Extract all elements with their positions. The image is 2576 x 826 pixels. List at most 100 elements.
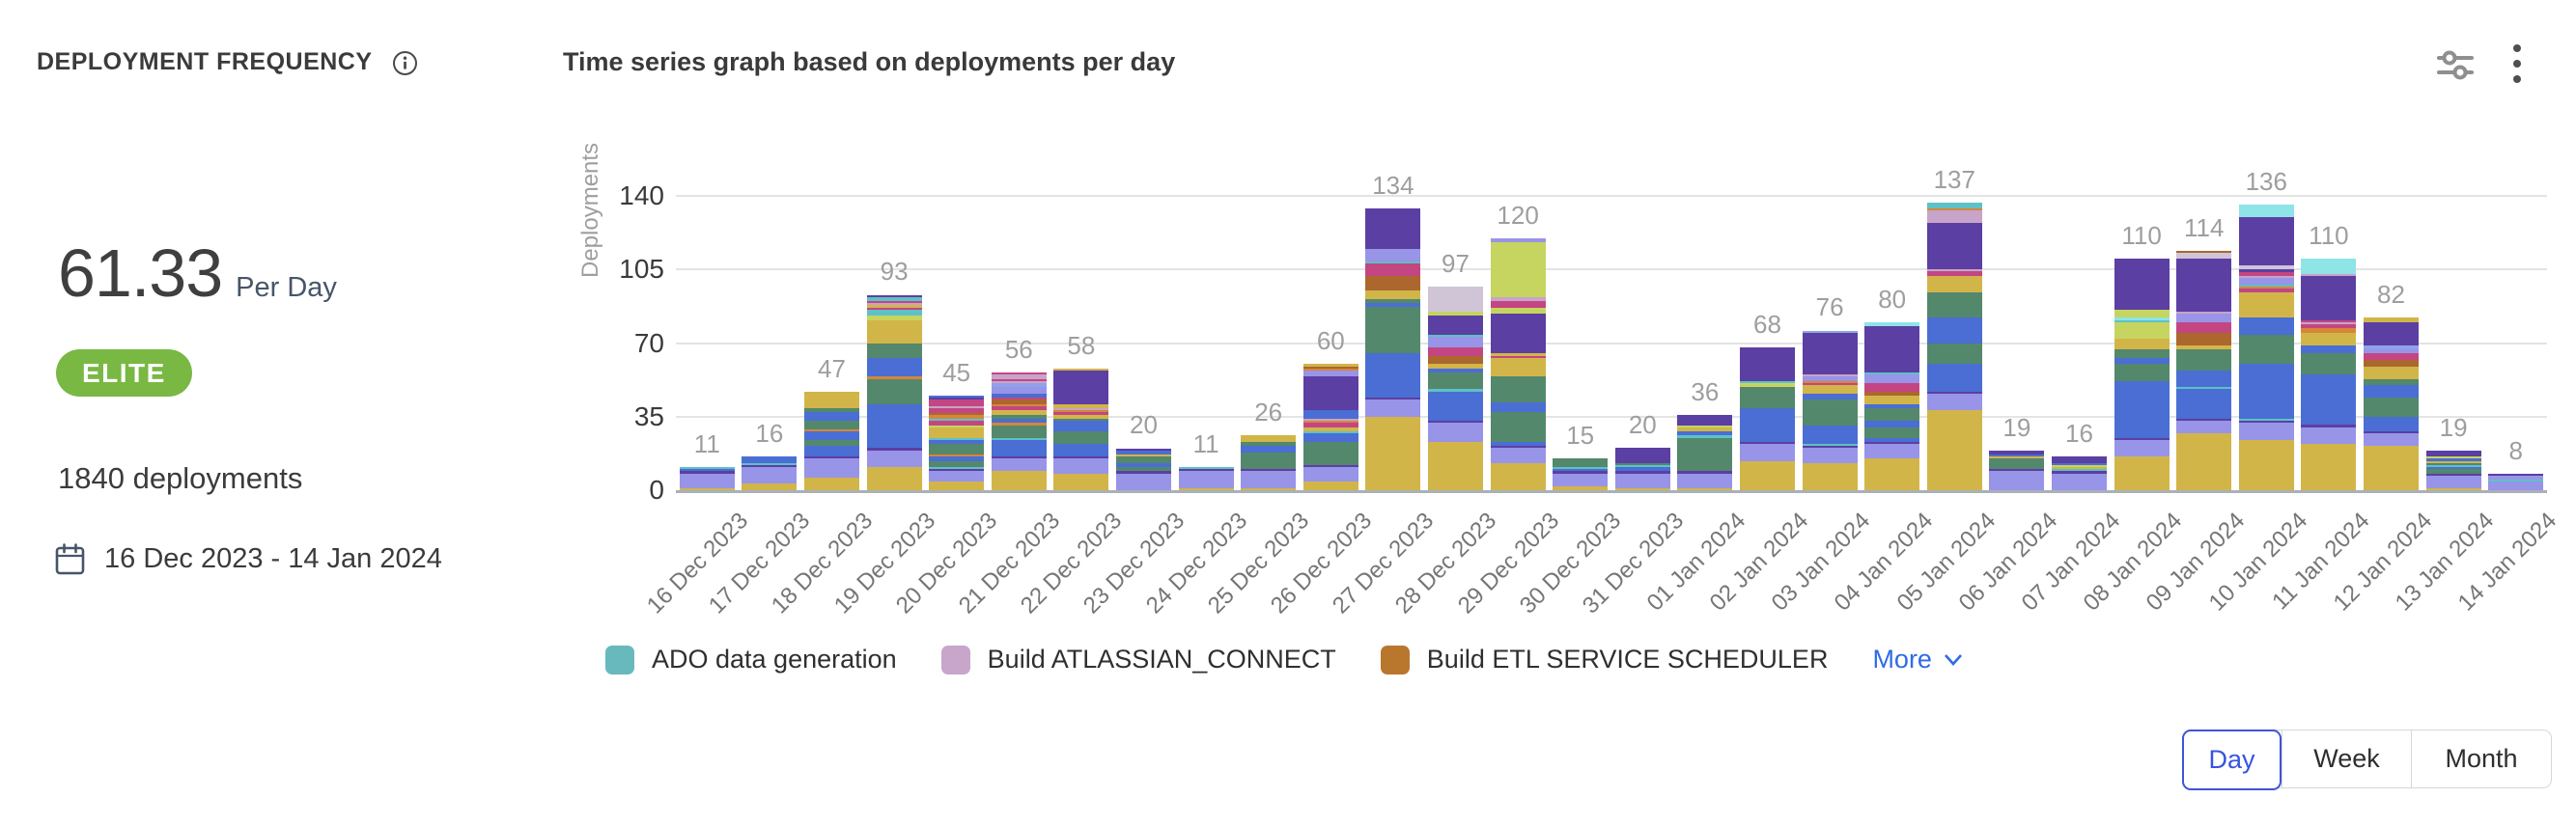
- legend-item[interactable]: Build ETL SERVICE SCHEDULER: [1380, 645, 1829, 675]
- bar-segment: [2176, 418, 2232, 422]
- bar-segment: [679, 467, 735, 470]
- bar-05-jan-2024[interactable]: [1926, 202, 1982, 490]
- bar-segment: [1926, 292, 1982, 318]
- bar-segment: [991, 374, 1047, 379]
- bar-value-label: 68: [1753, 309, 1781, 339]
- bar-segment: [866, 303, 922, 306]
- bar-07-jan-2024[interactable]: [2052, 456, 2107, 490]
- bar-segment: [1428, 346, 1483, 356]
- bar-segment: [2114, 380, 2170, 438]
- bar-segment: [679, 469, 735, 472]
- bar-14-jan-2024[interactable]: [2488, 473, 2544, 490]
- bar-value-label: 120: [1497, 200, 1539, 230]
- bar-segment: [1302, 441, 1358, 465]
- bar-09-jan-2024[interactable]: [2176, 250, 2232, 490]
- bar-16-dec-2023[interactable]: [679, 467, 735, 490]
- bar-segment: [2364, 321, 2419, 345]
- bar-segment: [1926, 410, 1982, 490]
- bar-02-jan-2024[interactable]: [1740, 346, 1795, 490]
- bar-segment: [1428, 423, 1483, 442]
- bar-segment: [742, 483, 798, 490]
- bar-28-dec-2023[interactable]: [1428, 286, 1483, 490]
- bar-12-jan-2024[interactable]: [2364, 317, 2419, 490]
- kebab-menu-icon[interactable]: [2505, 42, 2530, 85]
- bar-segment: [1802, 385, 1858, 394]
- bar-18-dec-2023[interactable]: [804, 391, 859, 490]
- bar-04-jan-2024[interactable]: [1864, 321, 1920, 490]
- bar-value-label: 47: [818, 353, 846, 383]
- bar-segment: [1989, 458, 2045, 470]
- bar-segment: [804, 439, 859, 447]
- bar-segment: [2301, 425, 2357, 427]
- bar-29-dec-2023[interactable]: [1490, 237, 1546, 490]
- bar-segment: [2238, 317, 2294, 335]
- bar-segment: [1302, 464, 1358, 468]
- bar-segment: [2176, 433, 2232, 490]
- legend-more-link[interactable]: More: [1872, 645, 1963, 675]
- bar-23-dec-2023[interactable]: [1116, 448, 1171, 490]
- bar-value-label: 60: [1316, 326, 1345, 356]
- bar-03-jan-2024[interactable]: [1802, 330, 1858, 490]
- bar-31-dec-2023[interactable]: [1614, 448, 1670, 490]
- bar-17-dec-2023[interactable]: [742, 456, 798, 490]
- bar-segment: [1490, 355, 1546, 358]
- bar-segment: [679, 487, 735, 490]
- toggle-week-button[interactable]: Week: [2282, 730, 2412, 787]
- bar-segment: [1428, 316, 1483, 335]
- bar-segment: [1864, 326, 1920, 373]
- bar-segment: [2176, 421, 2232, 434]
- bar-segment: [2052, 456, 2107, 463]
- settings-sliders-icon[interactable]: [2437, 46, 2474, 83]
- bar-segment: [804, 446, 859, 457]
- legend-item[interactable]: Build ATLASSIAN_CONNECT: [940, 645, 1336, 675]
- bar-segment: [2301, 427, 2357, 445]
- bar-segment: [2301, 321, 2357, 324]
- bar-segment: [1864, 427, 1920, 438]
- bar-20-dec-2023[interactable]: [929, 396, 985, 490]
- bar-01-jan-2024[interactable]: [1677, 414, 1733, 490]
- legend-swatch: [1380, 645, 1410, 675]
- bar-segment: [1802, 376, 1858, 381]
- bar-10-jan-2024[interactable]: [2238, 204, 2294, 490]
- bar-segment: [1116, 467, 1171, 472]
- bar-segment: [1302, 482, 1358, 490]
- bar-13-jan-2024[interactable]: [2425, 450, 2481, 490]
- bar-segment: [2301, 323, 2357, 329]
- bar-segment: [866, 376, 922, 379]
- bar-06-jan-2024[interactable]: [1989, 450, 2045, 490]
- bar-22-dec-2023[interactable]: [1053, 368, 1109, 490]
- bar-30-dec-2023[interactable]: [1553, 458, 1609, 490]
- bar-segment: [2238, 292, 2294, 318]
- bar-27-dec-2023[interactable]: [1365, 208, 1421, 490]
- toggle-month-button[interactable]: Month: [2412, 730, 2551, 787]
- legend-label: Build ETL SERVICE SCHEDULER: [1426, 645, 1829, 674]
- bar-segment: [2301, 332, 2357, 345]
- bar-segment: [1241, 487, 1297, 490]
- bar-26-dec-2023[interactable]: [1302, 364, 1358, 490]
- bar-segment: [2176, 250, 2232, 253]
- bar-segment: [929, 471, 985, 482]
- bar-segment: [1053, 414, 1109, 419]
- bar-segment: [2176, 314, 2232, 322]
- bar-segment: [991, 405, 1047, 411]
- bar-segment: [2364, 366, 2419, 379]
- bar-segment: [1365, 398, 1421, 400]
- bar-19-dec-2023[interactable]: [866, 294, 922, 490]
- bar-11-jan-2024[interactable]: [2301, 259, 2357, 490]
- bar-segment: [1365, 307, 1421, 354]
- bar-segment: [1740, 408, 1795, 442]
- bar-25-dec-2023[interactable]: [1241, 435, 1297, 490]
- bar-segment: [1241, 469, 1297, 472]
- calendar-icon: [55, 543, 85, 575]
- bar-24-dec-2023[interactable]: [1178, 467, 1234, 490]
- info-icon[interactable]: [392, 50, 418, 76]
- bar-value-label: 93: [880, 257, 909, 287]
- legend-item[interactable]: ADO data generation: [605, 645, 897, 675]
- toggle-day-button[interactable]: Day: [2182, 730, 2282, 790]
- bar-segment: [1053, 368, 1109, 371]
- bar-segment: [1864, 437, 1920, 442]
- bar-21-dec-2023[interactable]: [991, 372, 1047, 490]
- bar-08-jan-2024[interactable]: [2114, 259, 2170, 490]
- bar-segment: [1490, 462, 1546, 490]
- bar-segment: [1926, 391, 1982, 394]
